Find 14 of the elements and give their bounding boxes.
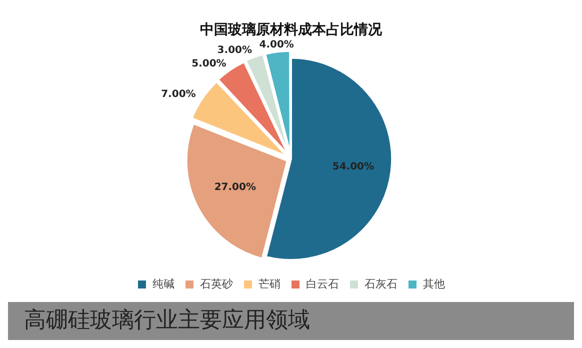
- data-label: 27.00%: [214, 182, 256, 193]
- chart-title: 中国玻璃原材料成本占比情况: [200, 21, 383, 38]
- legend-label: 石英砂: [200, 277, 233, 290]
- legend-label: 其他: [423, 277, 445, 290]
- legend-label: 白云石: [306, 277, 339, 290]
- legend-label: 芒硝: [258, 277, 280, 290]
- data-label: 4.00%: [259, 39, 294, 50]
- data-label: 7.00%: [161, 88, 196, 100]
- text: 高硼硅玻璃行业主要应用领域: [8, 302, 574, 340]
- legend-label: 纯碱: [152, 277, 174, 290]
- legend-label: 石灰石: [364, 277, 398, 290]
- data-label: 3.00%: [217, 45, 252, 56]
- data-label: 5.00%: [192, 58, 226, 70]
- data-label: 54.00%: [332, 161, 374, 172]
